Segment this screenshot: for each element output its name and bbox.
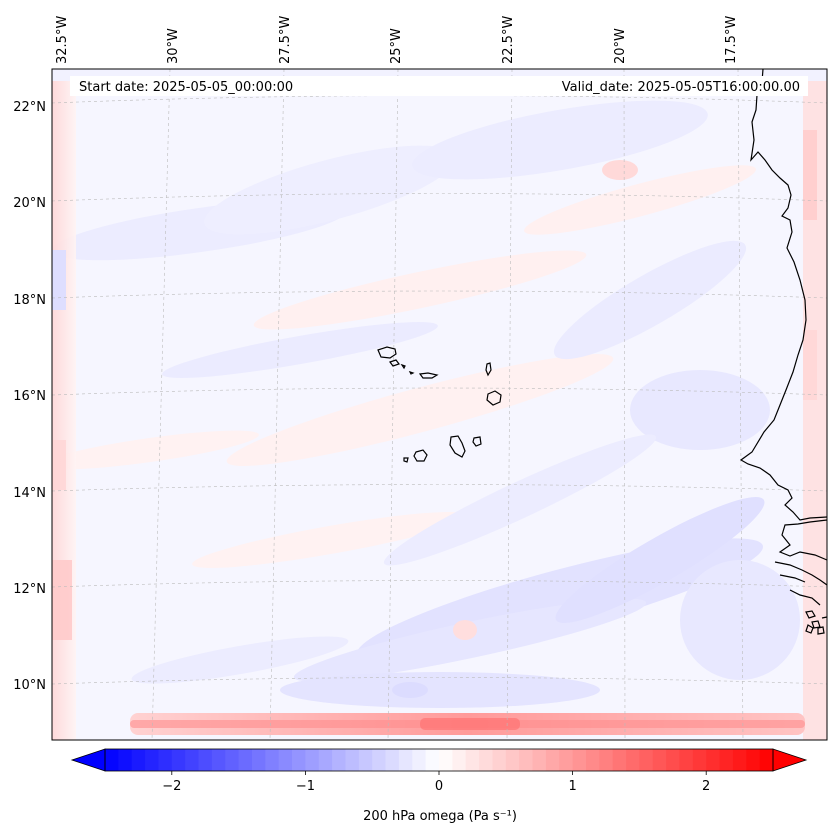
colorbar-segment [519,749,534,771]
colorbar-segment [225,749,240,771]
island-maio [472,436,482,447]
lon-label: 32.5°W [55,16,70,64]
island-sao-vicente [389,359,400,367]
island-santa-luzia [400,363,406,370]
colorbar-segment [532,749,547,771]
colorbar-ticks: −2 −1 0 1 2 [162,771,710,794]
colorbar-segment [131,749,146,771]
colorbar-segment [719,749,734,771]
colorbar-label: 200 hPa omega (Pa s⁻¹) [363,809,517,824]
colorbar-tick-label: 2 [702,779,710,794]
colorbar-segment [572,749,587,771]
colorbar-segment [251,749,266,771]
colorbar-segment [105,749,119,771]
colorbar-segment [211,749,226,771]
colorbar-segment [305,749,320,771]
lon-label: 30°W [166,28,181,64]
colorbar-tick-label: 1 [568,779,576,794]
colorbar-segment [612,749,627,771]
colorbar-segments [105,749,774,771]
colorbar-segment [692,749,707,771]
coastline-gambia [778,519,828,561]
lat-label: 16°N [13,389,46,404]
colorbar-segment [732,749,747,771]
colorbar-segment [759,749,774,771]
lon-label: 20°W [613,28,628,64]
colorbar-segment [238,749,253,771]
colorbar-segment [171,749,186,771]
colorbar-segment [505,749,520,771]
colorbar-segment [666,749,681,771]
colorbar-segment [679,749,694,771]
gridlines [52,69,827,740]
colorbar-segment [439,749,453,771]
colorbar-segment [479,749,494,771]
island-boa-vista [486,390,502,406]
colorbar-segment [358,749,373,771]
colorbar-segment [292,749,306,771]
island-santo-antao [377,346,397,359]
island-santiago [449,435,466,458]
lon-label: 27.5°W [278,16,293,64]
colorbar-segment [345,749,360,771]
valid-date-label: Valid_date: 2025-05-05T16:00:00.00 [562,80,800,95]
island-fogo [413,449,428,462]
cabo-verde-islands [377,346,502,463]
lat-label: 14°N [13,486,46,501]
colorbar-segment [585,749,600,771]
map-frame [51,68,828,741]
lat-label: 22°N [13,100,46,115]
colorbar-segment [398,749,413,771]
lat-label: 12°N [13,582,46,597]
colorbar-segment [265,749,280,771]
lat-label: 10°N [13,678,46,693]
colorbar-segment [145,749,160,771]
colorbar-segment [492,749,507,771]
colorbar-segment [559,749,574,771]
lon-label: 17.5°W [724,16,739,64]
colorbar-segment [452,749,467,771]
colorbar-segment [198,749,213,771]
colorbar-segment [639,749,654,771]
colorbar-segment [278,749,293,771]
coastline-guinea-bissau [774,561,828,635]
colorbar-segment [185,749,200,771]
island-brava [403,457,409,463]
lon-label: 25°W [389,28,404,64]
colorbar-segment [332,749,347,771]
colorbar-tick-label: 0 [435,779,443,794]
colorbar-segment [465,749,480,771]
colorbar-segment [599,749,614,771]
start-date-label: Start date: 2025-05-05_00:00:00 [79,80,293,95]
colorbar-segment [412,749,427,771]
map-panel: Start date: 2025-05-05_00:00:00 Valid_da… [51,68,828,741]
lat-label: 20°N [13,196,46,211]
island-sao-nicolau [408,370,439,379]
coastline [739,68,828,521]
colorbar-segment [626,749,640,771]
colorbar-segment [118,749,133,771]
colorbar-segment [545,749,560,771]
colorbar-segment [385,749,400,771]
longitude-labels: 32.5°W 30°W 27.5°W 25°W 22.5°W 20°W 17.5… [55,16,739,64]
island-sal [485,362,492,377]
latitude-labels: 22°N 20°N 18°N 16°N 14°N 12°N 10°N [13,100,46,693]
colorbar-segment [318,749,333,771]
colorbar-segment [158,749,173,771]
colorbar-segment [372,749,387,771]
colorbar-segment [652,749,667,771]
colorbar-extend-low [70,748,106,772]
colorbar-segment [425,749,440,771]
date-header-box [70,76,808,96]
lat-label: 18°N [13,293,46,308]
colorbar-tick-label: −2 [162,779,181,794]
colorbar-segment [746,749,761,771]
lon-label: 22.5°W [501,16,516,64]
colorbar-extend-high [772,748,808,772]
colorbar-tick-label: −1 [296,779,315,794]
colorbar: −2 −1 0 1 2 200 hPa omega (Pa s⁻¹) [70,748,808,824]
colorbar-segment [706,749,721,771]
